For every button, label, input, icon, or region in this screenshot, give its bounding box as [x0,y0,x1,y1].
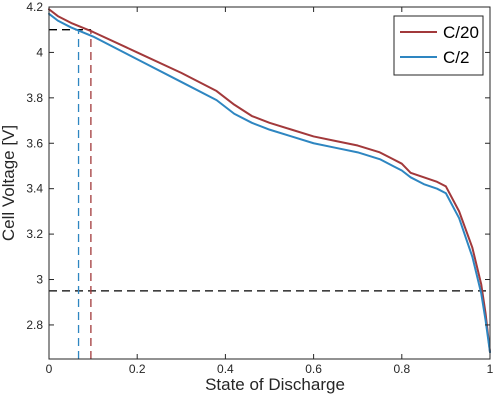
series-line-0 [48,8,491,354]
x-ticks: 0 0.2 0.4 0.6 0.8 1 [46,7,494,376]
y-tick-label: 3.6 [26,136,43,150]
x-tick-label: 0.2 [129,362,146,376]
x-tick-label: 1 [487,362,494,376]
series-lines [48,8,491,354]
legend-label-1: C/2 [443,48,469,67]
y-axis-label: Cell Voltage [V] [0,125,18,241]
x-axis-label: State of Discharge [205,375,345,394]
reference-lines [49,29,490,359]
x-tick-label: 0.6 [305,362,322,376]
x-tick-label: 0 [46,362,53,376]
y-tick-label: 3 [36,273,43,287]
legend-label-0: C/20 [443,23,479,42]
plot-frame [48,6,491,360]
y-tick-label: 3.2 [26,227,43,241]
x-tick-label: 0.4 [217,362,234,376]
legend-box [393,15,484,76]
y-tick-label: 4 [36,45,43,59]
y-tick-label: 2.8 [26,318,43,332]
y-tick-label: 3.4 [26,182,43,196]
y-tick-label: 3.8 [26,91,43,105]
y-tick-label: 4.2 [26,0,43,14]
series-line-1 [48,12,491,354]
x-tick-label: 0.8 [393,362,410,376]
y-ticks: 2.8 3 3.2 3.4 3.6 3.8 4 4.2 [26,0,490,332]
legend: C/20 C/2 [393,15,484,76]
